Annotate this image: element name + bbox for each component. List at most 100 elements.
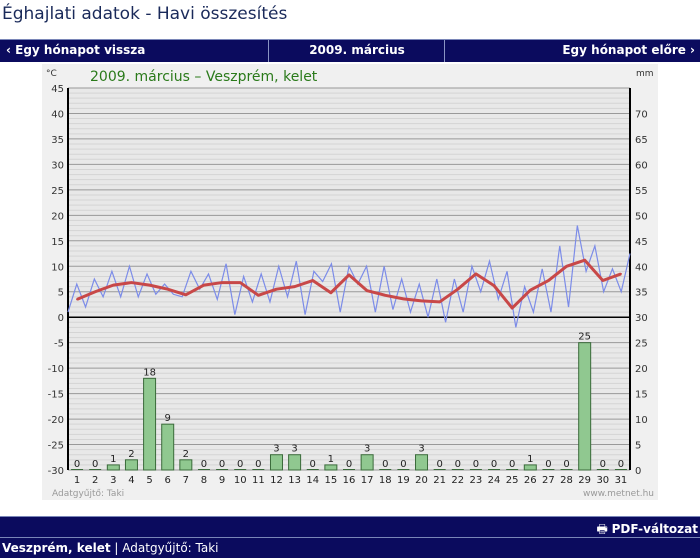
precip-value-label: 0: [455, 459, 461, 470]
month-nav: ‹ Egy hónapot vissza 2009. március Egy h…: [0, 39, 700, 62]
precip-value-label: 0: [436, 459, 442, 470]
next-month-link[interactable]: Egy hónapot előre ›: [444, 40, 695, 62]
precip-value-label: 25: [578, 332, 591, 343]
left-tick-label: 35: [51, 135, 64, 146]
left-tick-label: 40: [51, 109, 64, 120]
mean-temp-point: [239, 281, 242, 284]
day-tick-label: 25: [506, 475, 519, 486]
precip-bar: [415, 454, 429, 471]
precip-value-label: 0: [382, 459, 388, 470]
chart-panel: °C mm -30 -25 -20 -15 -10 -5 0 5 10 15 20 25 30 35 40 45 0…: [42, 64, 658, 500]
precip-value-label: 18: [143, 367, 156, 378]
mean-temp-point: [184, 293, 187, 296]
day-tick-label: 21: [433, 475, 446, 486]
right-tick-label: 25: [635, 339, 648, 350]
plot-area: [68, 88, 630, 470]
mean-temp-point: [529, 289, 532, 292]
right-tick-label: 50: [635, 211, 648, 222]
day-tick-label: 31: [615, 475, 628, 486]
station-bar: Veszprém, kelet | Adatgyűjtő: Taki: [0, 537, 700, 558]
page-title: Éghajlati adatok - Havi összesítés: [2, 4, 288, 24]
climate-chart: °C mm-30-25-20-15-10-50510152025303540450…: [46, 69, 654, 499]
separator: |: [114, 541, 119, 555]
day-tick-label: 2: [92, 475, 98, 486]
day-tick-label: 11: [252, 475, 265, 486]
precip-value-label: 0: [491, 459, 497, 470]
right-tick-label: 0: [635, 466, 641, 477]
mean-temp-point: [601, 279, 604, 282]
collector: Adatgyűjtő: Taki: [122, 541, 219, 555]
precip-value-label: 1: [110, 454, 116, 465]
day-tick-label: 4: [128, 475, 134, 486]
right-tick-label: 65: [635, 135, 648, 146]
next-month-label: Egy hónapot előre: [562, 43, 686, 57]
day-tick-label: 30: [596, 475, 609, 486]
right-tick-label: 5: [635, 441, 641, 452]
precip-value-label: 0: [255, 459, 261, 470]
mean-temp-point: [384, 294, 387, 297]
station-name: Veszprém, kelet: [2, 541, 111, 555]
prev-month-link[interactable]: ‹ Egy hónapot vissza: [6, 40, 145, 62]
day-tick-label: 13: [288, 475, 301, 486]
mean-temp-point: [257, 294, 260, 297]
day-tick-label: 12: [270, 475, 283, 486]
mean-temp-point: [112, 284, 115, 287]
precip-value-label: 0: [201, 459, 207, 470]
precip-value-label: 0: [310, 459, 316, 470]
left-tick-label: 45: [51, 84, 64, 95]
precip-value-label: 0: [219, 459, 225, 470]
precip-value-label: 3: [418, 444, 424, 455]
precip-value-label: 0: [346, 459, 352, 470]
day-tick-label: 24: [488, 475, 501, 486]
day-tick-label: 15: [325, 475, 338, 486]
precip-bar: [161, 423, 175, 471]
mean-temp-point: [94, 290, 97, 293]
pdf-label: PDF-változat: [611, 522, 698, 536]
day-tick-label: 23: [470, 475, 483, 486]
chevron-left-icon: ‹: [6, 43, 16, 57]
precip-bar: [269, 454, 283, 471]
precip-value-label: 3: [273, 444, 279, 455]
mean-temp-point: [493, 284, 496, 287]
mean-temp-point: [619, 272, 622, 275]
credit-left: Adatgyűjtő: Taki: [52, 489, 124, 499]
left-tick-label: 0: [58, 313, 64, 324]
mean-temp-point: [293, 285, 296, 288]
mean-temp-point: [166, 288, 169, 291]
right-tick-label: 60: [635, 160, 648, 171]
precip-bar: [578, 342, 592, 471]
mean-temp-point: [402, 297, 405, 300]
day-tick-label: 16: [343, 475, 356, 486]
precip-bar: [360, 454, 374, 471]
precip-value-label: 1: [328, 454, 334, 465]
mean-temp-point: [130, 281, 133, 284]
right-tick-label: 20: [635, 364, 648, 375]
left-tick-label: -15: [48, 390, 64, 401]
day-tick-label: 10: [234, 475, 247, 486]
credit-right: www.metnet.hu: [583, 489, 654, 499]
left-tick-label: -25: [48, 441, 64, 452]
day-tick-label: 17: [361, 475, 374, 486]
precip-value-label: 0: [545, 459, 551, 470]
precip-value-label: 2: [128, 449, 134, 460]
precip-bar: [288, 454, 302, 471]
day-tick-label: 1: [74, 475, 80, 486]
mean-temp-point: [329, 291, 332, 294]
day-tick-label: 28: [560, 475, 573, 486]
pdf-link[interactable]: 🖶 PDF-változat: [596, 520, 698, 541]
precip-value-label: 1: [527, 454, 533, 465]
mean-temp-point: [438, 300, 441, 303]
day-tick-label: 27: [542, 475, 555, 486]
precip-value-label: 0: [74, 459, 80, 470]
left-unit-label: °C: [46, 69, 57, 79]
left-tick-label: -5: [54, 339, 64, 350]
day-tick-label: 26: [524, 475, 537, 486]
right-unit-label: mm: [636, 69, 654, 79]
day-tick-label: 22: [451, 475, 464, 486]
mean-temp-point: [202, 284, 205, 287]
precip-bar: [523, 464, 537, 471]
left-tick-label: -10: [48, 364, 64, 375]
right-tick-label: 35: [635, 288, 648, 299]
mean-temp-point: [348, 273, 350, 276]
mean-temp-point: [221, 281, 224, 284]
